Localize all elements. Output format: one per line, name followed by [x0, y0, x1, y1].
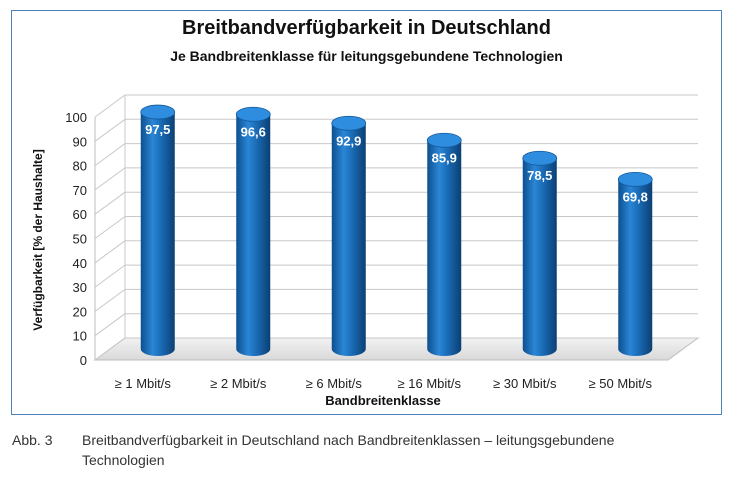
caption-text: Breitbandverfügbarkeit in Deutschland na…: [82, 432, 615, 468]
y-tick-label: 60: [73, 207, 87, 222]
y-tick-label: 40: [73, 256, 87, 271]
x-tick-label: ≥ 16 Mbit/s: [398, 376, 462, 391]
gridline-diag: [94, 337, 126, 361]
bar-body: [427, 140, 462, 356]
x-tick-label: ≥ 1 Mbit/s: [115, 376, 172, 391]
x-tick-label: ≥ 6 Mbit/s: [306, 376, 363, 391]
y-tick-label: 0: [80, 353, 87, 368]
gridline-diag: [94, 167, 126, 191]
data-label: 85,9: [432, 150, 457, 165]
data-label: 97,5: [145, 122, 170, 137]
bar-body: [522, 158, 557, 356]
caption-number: Abb. 3: [12, 432, 53, 448]
y-tick-label: 70: [73, 183, 87, 198]
y-tick-label: 30: [73, 280, 87, 295]
chart-floor: [93, 337, 700, 361]
y-tick-label: 100: [65, 110, 87, 125]
y-tick-label: 50: [73, 232, 87, 247]
bar: [331, 115, 367, 357]
bar-body: [236, 114, 271, 357]
bars: [140, 104, 653, 357]
data-label: 78,5: [527, 168, 552, 183]
data-label: 96,6: [241, 124, 266, 139]
x-axis-label: Bandbreitenklasse: [325, 393, 441, 408]
y-tick-label: 90: [73, 134, 87, 149]
gridline-diag: [94, 118, 126, 142]
bar-top: [140, 104, 176, 120]
gridline-diag: [94, 288, 126, 312]
bar: [522, 150, 558, 356]
grid: [93, 94, 700, 361]
chart-subtitle: Je Bandbreitenklasse für leitungsgebunde…: [170, 48, 563, 64]
bar: [140, 104, 176, 356]
gridline-diag: [94, 143, 126, 167]
gridline-diag: [94, 94, 126, 118]
x-tick-label: ≥ 30 Mbit/s: [493, 376, 557, 391]
chart-title: Breitbandverfügbarkeit in Deutschland: [182, 17, 551, 39]
y-tick-label: 10: [73, 329, 87, 344]
labels: 0 10 20 30 40 50 60 70 80 90 100 97,5 ≥ 1 Mbit/s 96,6…: [65, 110, 652, 391]
bar-top: [235, 106, 271, 122]
data-label: 69,8: [623, 189, 648, 204]
bar-top: [331, 115, 367, 131]
bar-top: [617, 171, 653, 187]
bar-body: [140, 112, 175, 356]
bar: [235, 106, 271, 357]
gridline-diag: [94, 191, 126, 215]
bar-body: [331, 123, 366, 357]
bar: [426, 132, 462, 356]
bar-top: [522, 150, 558, 166]
gridline-diag: [94, 264, 126, 288]
y-tick-label: 80: [73, 159, 87, 174]
gridline-diag: [94, 216, 126, 239]
bar: [617, 171, 653, 356]
y-tick-label: 20: [73, 304, 87, 319]
gridline-diag: [94, 313, 126, 337]
x-tick-label: ≥ 2 Mbit/s: [210, 376, 267, 391]
y-axis-label: Verfügbarkeit [% der Haushalte]: [31, 149, 45, 330]
bar-body: [618, 179, 653, 356]
gridline-diag: [94, 240, 126, 264]
x-tick-label: ≥ 50 Mbit/s: [589, 376, 653, 391]
bar-chart: 0 10 20 30 40 50 60 70 80 90 100 97,5 ≥ 1 Mbit/s 96,6…: [31, 94, 700, 408]
data-label: 92,9: [336, 133, 361, 148]
bar-top: [426, 132, 462, 148]
